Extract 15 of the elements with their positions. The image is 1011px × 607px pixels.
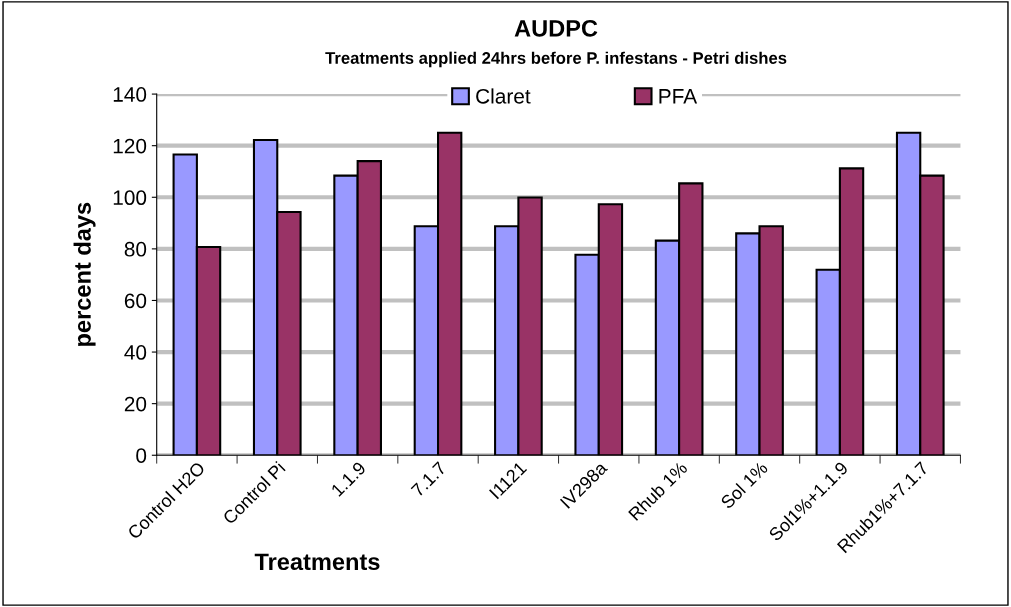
y-axis-title: percent days [73,202,96,346]
y-tick-label: 0 [136,448,147,463]
y-tick-label: 60 [124,293,147,309]
legend-label: PFA [659,89,698,104]
y-tick-label: 100 [113,190,147,206]
x-axis-title: Treatments [254,553,380,571]
y-tick-label: 40 [124,345,147,360]
chart-title: AUDPC [514,19,598,37]
chart-subtitle: Treatments applied 24hrs before P. infestans - Petri dishes [325,51,787,68]
y-tick-label: 120 [113,138,147,154]
y-tick-label: 20 [124,396,147,412]
x-tick-label: Sol 1% [719,460,769,510]
legend-label: Claret [476,88,531,104]
y-tick-label: 80 [124,241,147,257]
y-tick-label: 140 [113,87,147,102]
